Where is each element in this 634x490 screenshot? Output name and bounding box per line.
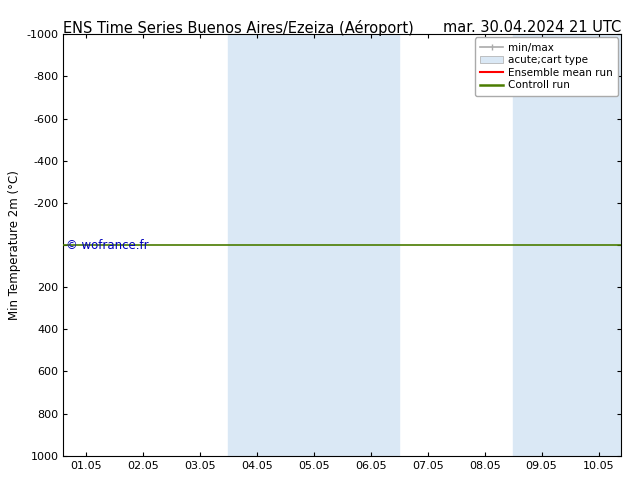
Y-axis label: Min Temperature 2m (°C): Min Temperature 2m (°C) xyxy=(8,170,21,320)
Bar xyxy=(513,34,627,456)
Bar xyxy=(228,34,399,456)
Text: ENS Time Series Buenos Aires/Ezeiza (Aéroport): ENS Time Series Buenos Aires/Ezeiza (Aér… xyxy=(63,20,414,36)
Text: mar. 30.04.2024 21 UTC: mar. 30.04.2024 21 UTC xyxy=(443,20,621,35)
Legend: min/max, acute;cart type, Ensemble mean run, Controll run: min/max, acute;cart type, Ensemble mean … xyxy=(475,37,618,96)
Text: © wofrance.fr: © wofrance.fr xyxy=(66,239,149,251)
